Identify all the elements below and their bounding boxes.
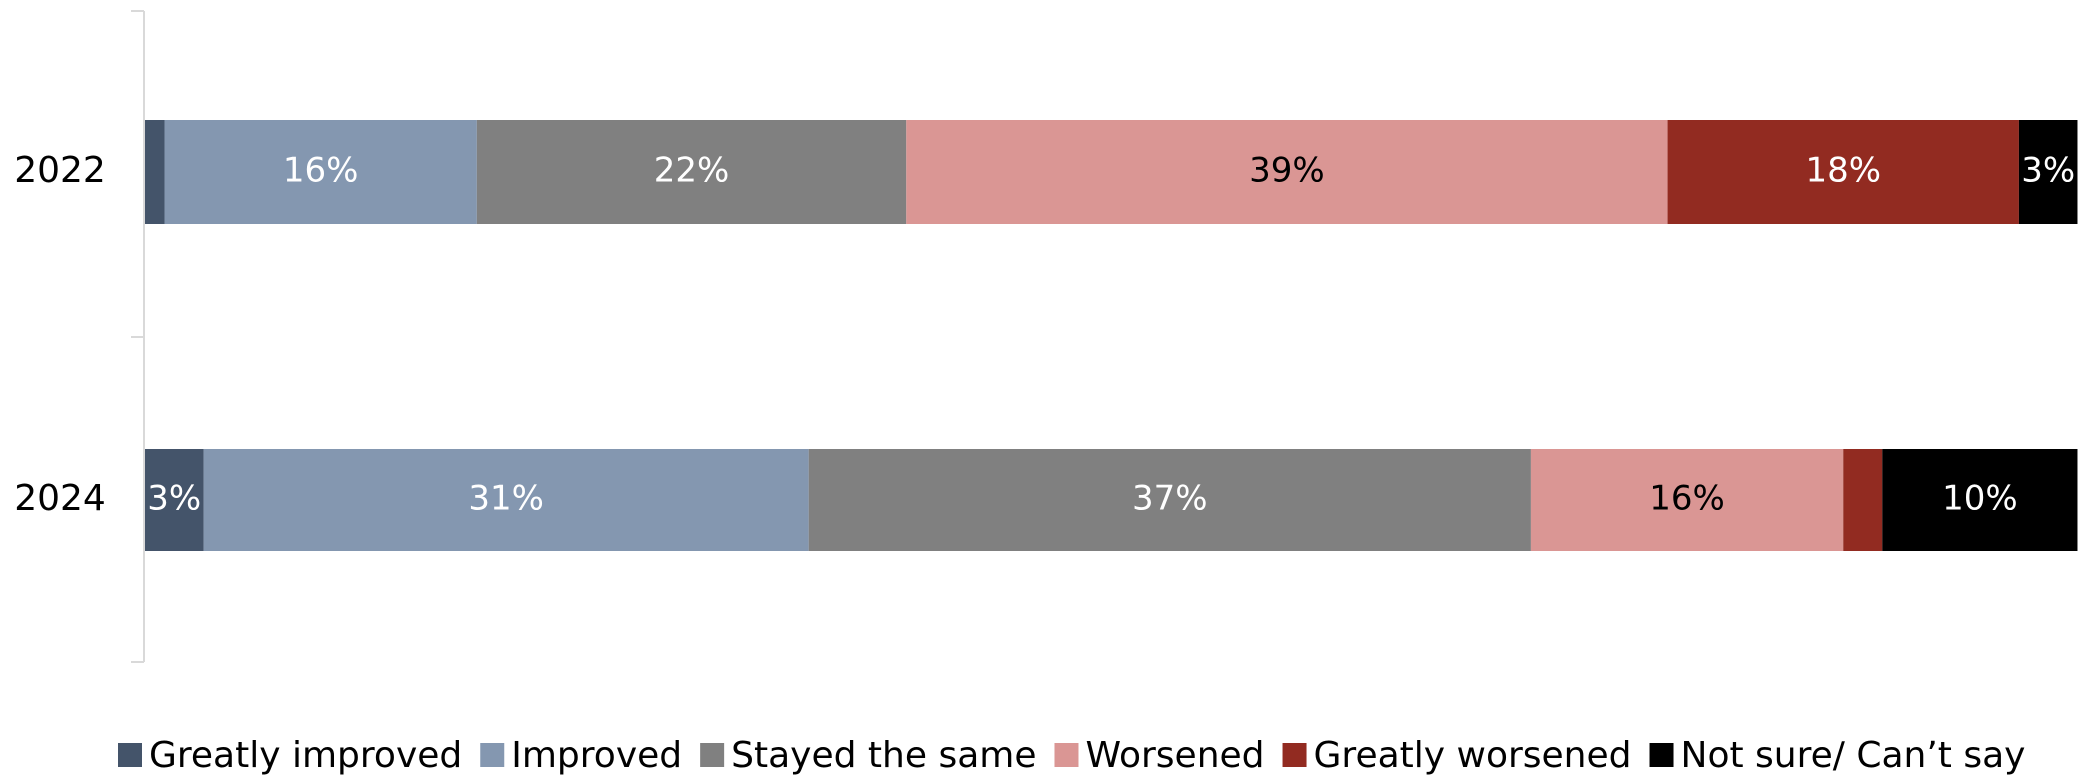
bar-segment (1843, 449, 1883, 551)
data-label: 18% (1805, 151, 1881, 191)
bar-segment (1882, 449, 2078, 551)
legend-label: Stayed the same (731, 735, 1036, 776)
data-label: 31% (468, 479, 544, 519)
legend-label: Greatly worsened (1314, 735, 1632, 776)
bar-segment (808, 449, 1531, 551)
category-label: 2024 (14, 478, 106, 519)
legend-swatch (1649, 743, 1674, 767)
legend-label: Improved (511, 735, 682, 776)
legend-swatch (700, 743, 725, 767)
category-label: 2022 (14, 150, 106, 191)
data-label: 16% (1649, 479, 1725, 519)
data-label: 39% (1249, 151, 1325, 191)
legend-swatch (118, 743, 142, 767)
bar-segment (203, 449, 809, 551)
legend-label: Not sure/ Can’t say (1681, 735, 2026, 776)
bar-segment (145, 120, 165, 224)
data-label: 3% (147, 479, 201, 519)
legend-swatch (1054, 743, 1079, 767)
data-label: 22% (654, 151, 730, 191)
data-label: 3% (2021, 151, 2075, 191)
bar-segment (164, 120, 477, 224)
bar-segment (906, 120, 1668, 224)
legend-label: Worsened (1085, 735, 1264, 776)
data-label: 10% (1942, 479, 2018, 519)
bar-segment (145, 449, 204, 551)
bar-segment (2018, 120, 2078, 224)
bar-segment (1667, 120, 2019, 224)
bar-segment (476, 120, 907, 224)
legend-label: Greatly improved (149, 735, 462, 776)
data-label: 16% (283, 151, 359, 191)
legend-swatch (480, 743, 505, 767)
bar-segment (1530, 449, 1844, 551)
legend-swatch (1282, 743, 1307, 767)
data-label: 37% (1132, 479, 1208, 519)
